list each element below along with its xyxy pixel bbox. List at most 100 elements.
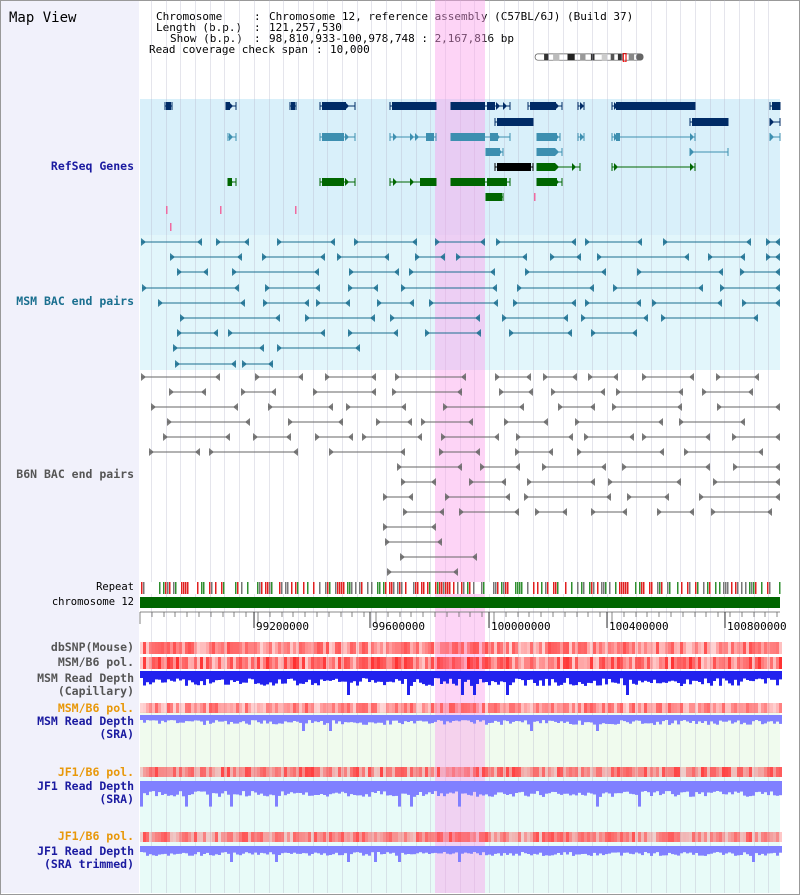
repeat-element — [463, 582, 465, 594]
heat-cell — [410, 703, 413, 713]
repeat-element — [211, 582, 213, 594]
depth-bar — [611, 671, 614, 683]
track-label-msm-bac[interactable]: MSM BAC end pairs — [16, 294, 134, 308]
heat-cell — [446, 703, 449, 713]
track-label-b6n-bac[interactable]: B6N BAC end pairs — [16, 467, 134, 481]
heat-cell — [389, 703, 392, 713]
track-label-jf1-depth-sra-1[interactable]: JF1 Read Depth — [37, 779, 134, 793]
depth-bar — [635, 781, 638, 795]
heat-cell — [425, 767, 428, 777]
depth-bar — [380, 671, 383, 682]
depth-bar — [404, 671, 407, 679]
heat-cell — [230, 703, 233, 713]
track-label-msm-depth-cap-1[interactable]: MSM Read Depth — [37, 671, 134, 685]
depth-bar — [614, 715, 617, 725]
depth-bar — [323, 715, 326, 725]
heat-cell — [173, 767, 176, 777]
repeat-element — [417, 582, 419, 594]
gene-arrow — [393, 133, 397, 141]
depth-bar — [359, 781, 362, 796]
depth-bar — [452, 846, 455, 854]
depth-bar — [449, 671, 452, 679]
depth-bar — [332, 781, 335, 794]
depth-bar — [710, 715, 713, 722]
gene-arrow — [415, 133, 419, 141]
bac-end-marker — [740, 253, 745, 261]
depth-bar — [383, 781, 386, 792]
bac-end-marker — [608, 478, 613, 486]
depth-bar — [380, 781, 383, 795]
heat-cell — [476, 832, 479, 842]
heat-cell — [449, 642, 452, 654]
track-label-jf1-depth-trim-1[interactable]: JF1 Read Depth — [37, 844, 134, 858]
depth-bar — [599, 671, 602, 686]
heat-cell — [662, 767, 665, 777]
track-label-dbsnp[interactable]: dbSNP(Mouse) — [50, 640, 134, 654]
track-label-msm-b6-pol-2[interactable]: MSM/B6 pol. — [57, 701, 134, 715]
depth-bar — [596, 671, 599, 686]
chromosome-ideogram[interactable] — [530, 53, 650, 62]
depth-bar — [383, 715, 386, 725]
depth-bar — [482, 846, 485, 853]
track-label-chromosome[interactable]: chromosome 12 — [51, 596, 134, 608]
track-label-msm-depth-sra-1[interactable]: MSM Read Depth — [37, 714, 134, 728]
repeat-element — [681, 582, 683, 594]
heat-cell — [374, 832, 377, 842]
depth-bar — [593, 715, 596, 725]
heat-cell — [698, 642, 701, 654]
heat-cell — [329, 703, 332, 713]
bac-end-marker — [637, 238, 642, 246]
track-label-jf1-b6-pol-2[interactable]: JF1/B6 pol. — [57, 829, 134, 843]
heat-cell — [569, 642, 572, 654]
heat-cell — [449, 703, 452, 713]
depth-bar — [398, 671, 401, 681]
heat-cell — [536, 767, 539, 777]
repeat-element — [649, 582, 651, 594]
bac-end-marker — [330, 238, 335, 246]
heat-cell — [413, 767, 416, 777]
repeat-element — [715, 582, 717, 594]
depth-bar — [362, 671, 365, 679]
heat-cell — [398, 657, 401, 669]
depth-bar — [683, 781, 686, 793]
depth-bar — [431, 715, 434, 724]
depth-bar — [704, 781, 707, 797]
depth-bar — [302, 715, 305, 731]
bac-end-marker — [409, 299, 414, 307]
gene-arrow — [614, 102, 618, 110]
heat-cell — [350, 767, 353, 777]
heat-cell — [737, 767, 740, 777]
depth-bar — [623, 715, 626, 722]
heat-cell — [377, 832, 380, 842]
depth-bar — [293, 715, 296, 721]
heat-cell — [356, 767, 359, 777]
heat-cell — [266, 767, 269, 777]
selected-region-highlight[interactable] — [435, 0, 485, 893]
heat-cell — [605, 657, 608, 669]
heat-cell — [359, 767, 362, 777]
depth-bar — [437, 715, 440, 721]
heat-cell — [290, 832, 293, 842]
depth-bar — [194, 781, 197, 792]
repeat-element — [469, 582, 471, 594]
repeat-element — [437, 582, 439, 594]
track-label-msm-b6-pol-1[interactable]: MSM/B6 pol. — [57, 655, 134, 669]
heat-cell — [776, 767, 779, 777]
grid-line — [695, 0, 696, 893]
heat-cell — [485, 703, 488, 713]
heat-cell — [617, 657, 620, 669]
bac-end-marker — [705, 433, 710, 441]
heat-cell — [269, 832, 272, 842]
depth-bar — [605, 781, 608, 793]
bac-end-marker — [288, 418, 293, 426]
track-label-repeat[interactable]: Repeat — [96, 581, 134, 593]
heat-cell — [287, 642, 290, 654]
track-label-refseq[interactable]: RefSeq Genes — [50, 159, 134, 173]
bac-end-marker — [349, 268, 354, 276]
heat-cell — [761, 657, 764, 669]
track-label-msm-depth-cap-2: (Capillary) — [57, 684, 134, 698]
bac-end-marker — [431, 523, 436, 531]
track-label-jf1-b6-pol-1[interactable]: JF1/B6 pol. — [57, 765, 134, 779]
depth-bar — [647, 781, 650, 793]
